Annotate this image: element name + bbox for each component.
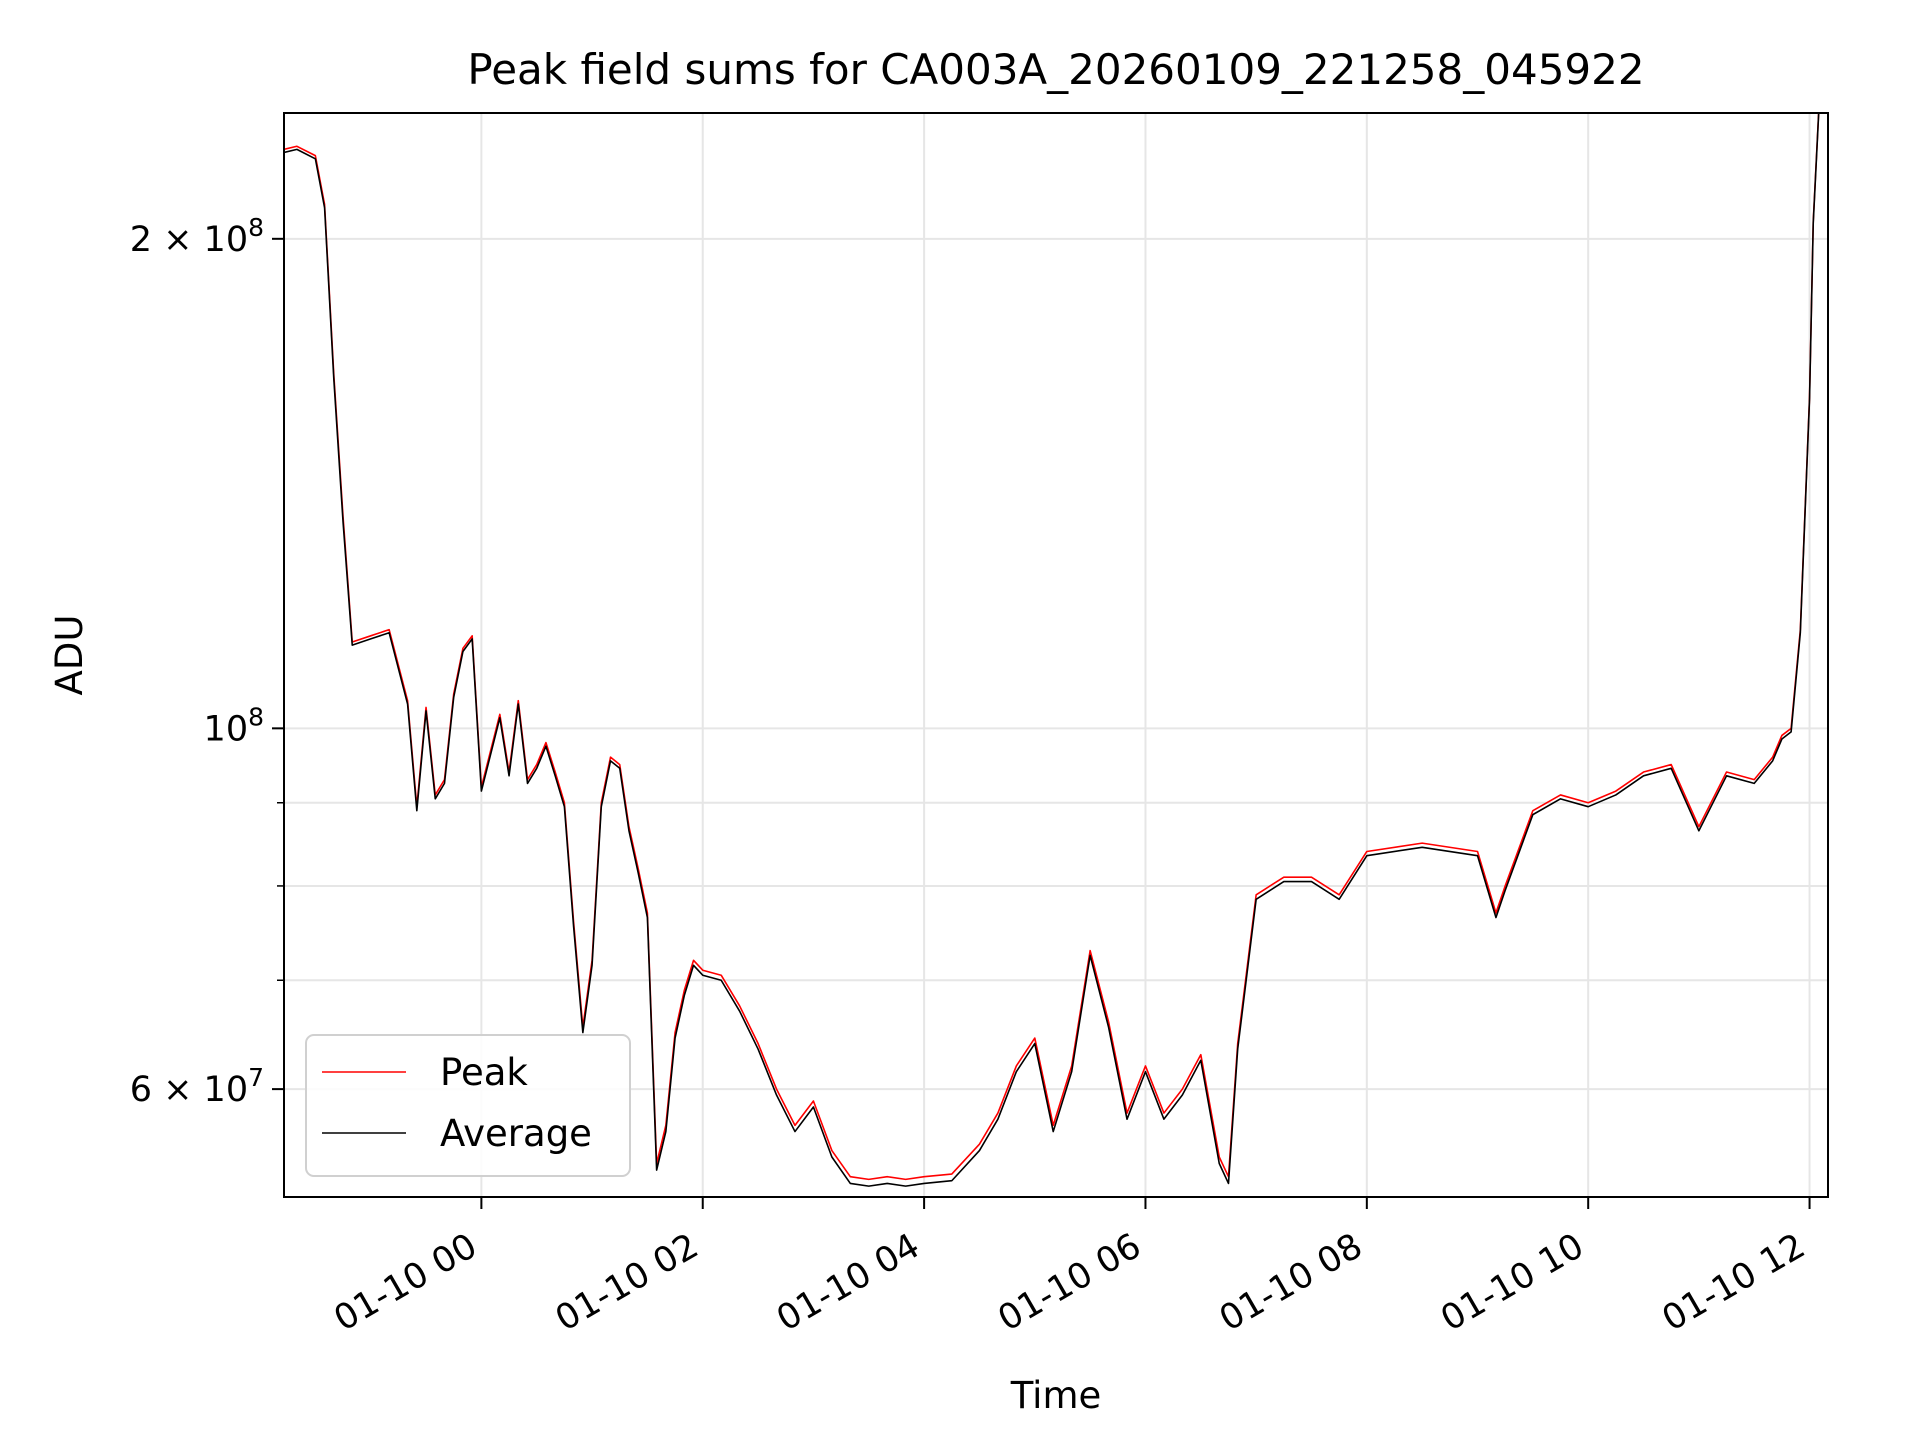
series-peak	[284, 113, 1820, 1181]
y-tick-times: ×	[152, 1070, 204, 1110]
y-tick-exponent: 8	[248, 702, 264, 731]
legend: Peak Average	[305, 1034, 631, 1177]
y-tick-label: 108	[204, 702, 264, 749]
y-tick-mantissa: 2	[130, 220, 152, 260]
y-tick-exponent: 8	[248, 213, 264, 242]
legend-average-label: Average	[440, 1112, 592, 1155]
plot-frame	[283, 112, 1829, 1198]
y-tick-times: ×	[152, 220, 204, 260]
legend-box	[305, 1034, 631, 1177]
chart-title: Peak field sums for CA003A_20260109_2212…	[467, 45, 1644, 94]
y-tick-base: 10	[204, 220, 249, 260]
y-tick-exponent: 7	[248, 1063, 264, 1092]
series-average	[284, 113, 1820, 1187]
series-line-average	[284, 113, 1820, 1187]
legend-peak-label: Peak	[440, 1051, 528, 1094]
y-tick-label: 2 × 108	[130, 213, 264, 260]
y-tick-base: 10	[204, 709, 249, 749]
y-tick-label: 6 × 107	[130, 1063, 264, 1110]
series-lines	[284, 113, 1820, 1187]
y-tick-mantissa: 6	[130, 1070, 152, 1110]
x-axis-label: Time	[1010, 1374, 1102, 1417]
y-tick-base: 10	[204, 1070, 249, 1110]
y-axis-label: ADU	[48, 615, 91, 696]
series-line-peak	[284, 113, 1820, 1181]
